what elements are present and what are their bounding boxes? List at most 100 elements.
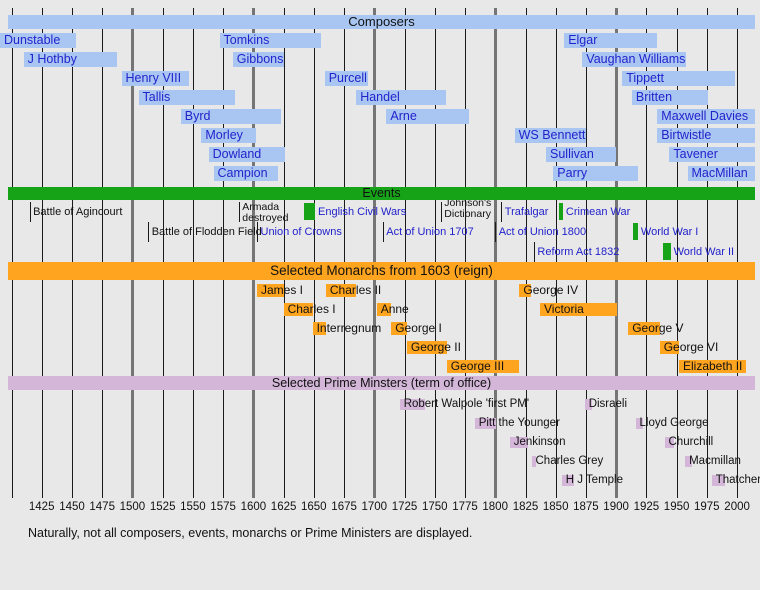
axis-tick-label-1550: 1550	[180, 501, 206, 513]
axis-tick-label-1650: 1650	[301, 501, 327, 513]
pm-bar: Jenkinson	[509, 436, 565, 448]
pm-bar: Macmillan	[685, 455, 741, 467]
event-label: Reform Act 1832	[537, 246, 620, 258]
grid-line-1625	[283, 8, 285, 498]
composer-label: Elgar	[568, 33, 598, 47]
monarch-label: Charles I	[287, 302, 336, 316]
monarch-bar: Anne	[376, 303, 409, 316]
composer-label: Britten	[635, 90, 673, 104]
composer-bar: Vaughan Williams	[582, 52, 687, 67]
event-label: Act of Union 1707	[386, 226, 474, 238]
axis-tick-label-1850: 1850	[542, 501, 569, 513]
grid-line-1800	[494, 8, 498, 498]
axis-tick-label-1425: 1425	[28, 501, 55, 513]
composer-bar: Elgar	[564, 33, 658, 48]
section-title-monarchs: Selected Monarchs from 1603 (reign)	[8, 262, 755, 280]
monarch-bar: Interregnum	[312, 322, 381, 335]
grid-line-1500	[131, 8, 135, 498]
pm-label: Lloyd George	[639, 417, 709, 429]
axis-tick-label-1575: 1575	[210, 501, 236, 513]
monarch-bar: George III	[446, 360, 520, 373]
axis-tick-label-1800: 1800	[482, 501, 508, 513]
pm-label: H J Temple	[565, 474, 623, 486]
grid-line-1675	[344, 8, 346, 498]
composer-label: Dunstable	[4, 33, 61, 47]
grid-line-1875	[585, 8, 587, 498]
composer-label: Sullivan	[550, 147, 594, 161]
pm-label: Jenkinson	[513, 436, 566, 448]
pm-label: Thatcher	[715, 474, 760, 486]
composer-bar: Birtwistle	[657, 128, 755, 143]
grid-line-1850	[555, 8, 557, 498]
grid-line-1575	[223, 8, 225, 498]
pm-label: Churchill	[668, 436, 714, 448]
event-tick	[238, 202, 240, 222]
grid-line-1400	[11, 8, 13, 498]
composer-label: J Hothby	[27, 52, 77, 66]
composer-bar: Maxwell Davies	[657, 109, 755, 124]
composer-bar: Britten	[631, 90, 709, 105]
composer-bar: Arne	[386, 109, 469, 124]
monarch-bar: Charles I	[283, 303, 336, 316]
event-label: Union of Crowns	[260, 226, 342, 238]
grid-line-1775	[465, 8, 466, 498]
monarch-label: George I	[395, 321, 442, 335]
composer-bar: Handel	[356, 90, 446, 105]
monarch-label: George II	[410, 340, 461, 354]
event-label: Armada destroyed	[242, 201, 289, 224]
composer-label: Handel	[360, 90, 400, 104]
grid-line-1725	[404, 8, 406, 498]
grid-line-1450	[72, 8, 73, 498]
event-label: Crimean War	[565, 206, 631, 218]
grid-line-1425	[41, 8, 43, 498]
composer-label: Morley	[205, 128, 243, 142]
monarch-label: Victoria	[544, 302, 584, 316]
pm-bar: Thatcher	[711, 474, 760, 486]
event-tick	[29, 202, 31, 222]
event-label: Battle of Flodden Field	[151, 226, 262, 238]
composer-label: Henry VIII	[125, 71, 182, 85]
composer-bar: Dowland	[208, 147, 285, 162]
composer-bar: Campion	[213, 166, 278, 181]
event-label: Battle of Agincourt	[33, 206, 123, 218]
composer-label: WS Bennett	[518, 128, 586, 142]
event-duration-bar	[304, 203, 316, 220]
composer-bar: Tippett	[622, 71, 735, 86]
monarch-bar: George V	[628, 322, 684, 335]
event-tick	[440, 202, 442, 222]
composer-label: Vaughan Williams	[586, 52, 686, 66]
grid-line-1975	[706, 8, 708, 498]
axis-tick-label-1750: 1750	[422, 501, 448, 513]
composer-bar: Tavener	[669, 147, 755, 162]
monarch-label: George VI	[663, 340, 719, 354]
pm-bar: Charles Grey	[531, 455, 603, 467]
monarch-bar: Victoria	[540, 302, 618, 316]
section-title-pms: Selected Prime Minsters (term of office)	[8, 376, 755, 390]
grid-line-1900	[615, 8, 619, 498]
grid-line-1700	[373, 8, 377, 498]
grid-line-1750	[434, 8, 436, 498]
grid-line-1475	[102, 8, 104, 498]
pm-label: Charles Grey	[535, 455, 604, 467]
pm-bar: Churchill	[664, 436, 713, 448]
composer-bar: Sullivan	[546, 147, 617, 162]
axis-tick-label-1500: 1500	[119, 501, 146, 513]
composer-label: Birtwistle	[661, 128, 712, 142]
composer-label: Arne	[390, 109, 417, 123]
grid-line-1825	[525, 8, 527, 498]
axis-tick-label-2000: 2000	[724, 501, 750, 513]
grid-line-1950	[676, 8, 678, 498]
monarch-bar: George VI	[659, 341, 718, 354]
event-duration-bar	[663, 243, 671, 260]
axis-tick-label-1625: 1625	[270, 501, 297, 513]
event-label: English Civil Wars	[318, 206, 407, 218]
monarch-label: Charles II	[329, 283, 382, 297]
axis-tick-label-1950: 1950	[663, 501, 690, 513]
monarch-label: James I	[261, 283, 304, 297]
event-duration-bar	[633, 223, 638, 240]
axis-tick-label-1600: 1600	[240, 501, 267, 513]
composer-label: Byrd	[184, 109, 211, 123]
chart-footnote: Naturally, not all composers, events, mo…	[28, 526, 473, 540]
monarch-label: Elizabeth II	[683, 359, 743, 373]
axis-tick-label-1925: 1925	[633, 501, 660, 513]
